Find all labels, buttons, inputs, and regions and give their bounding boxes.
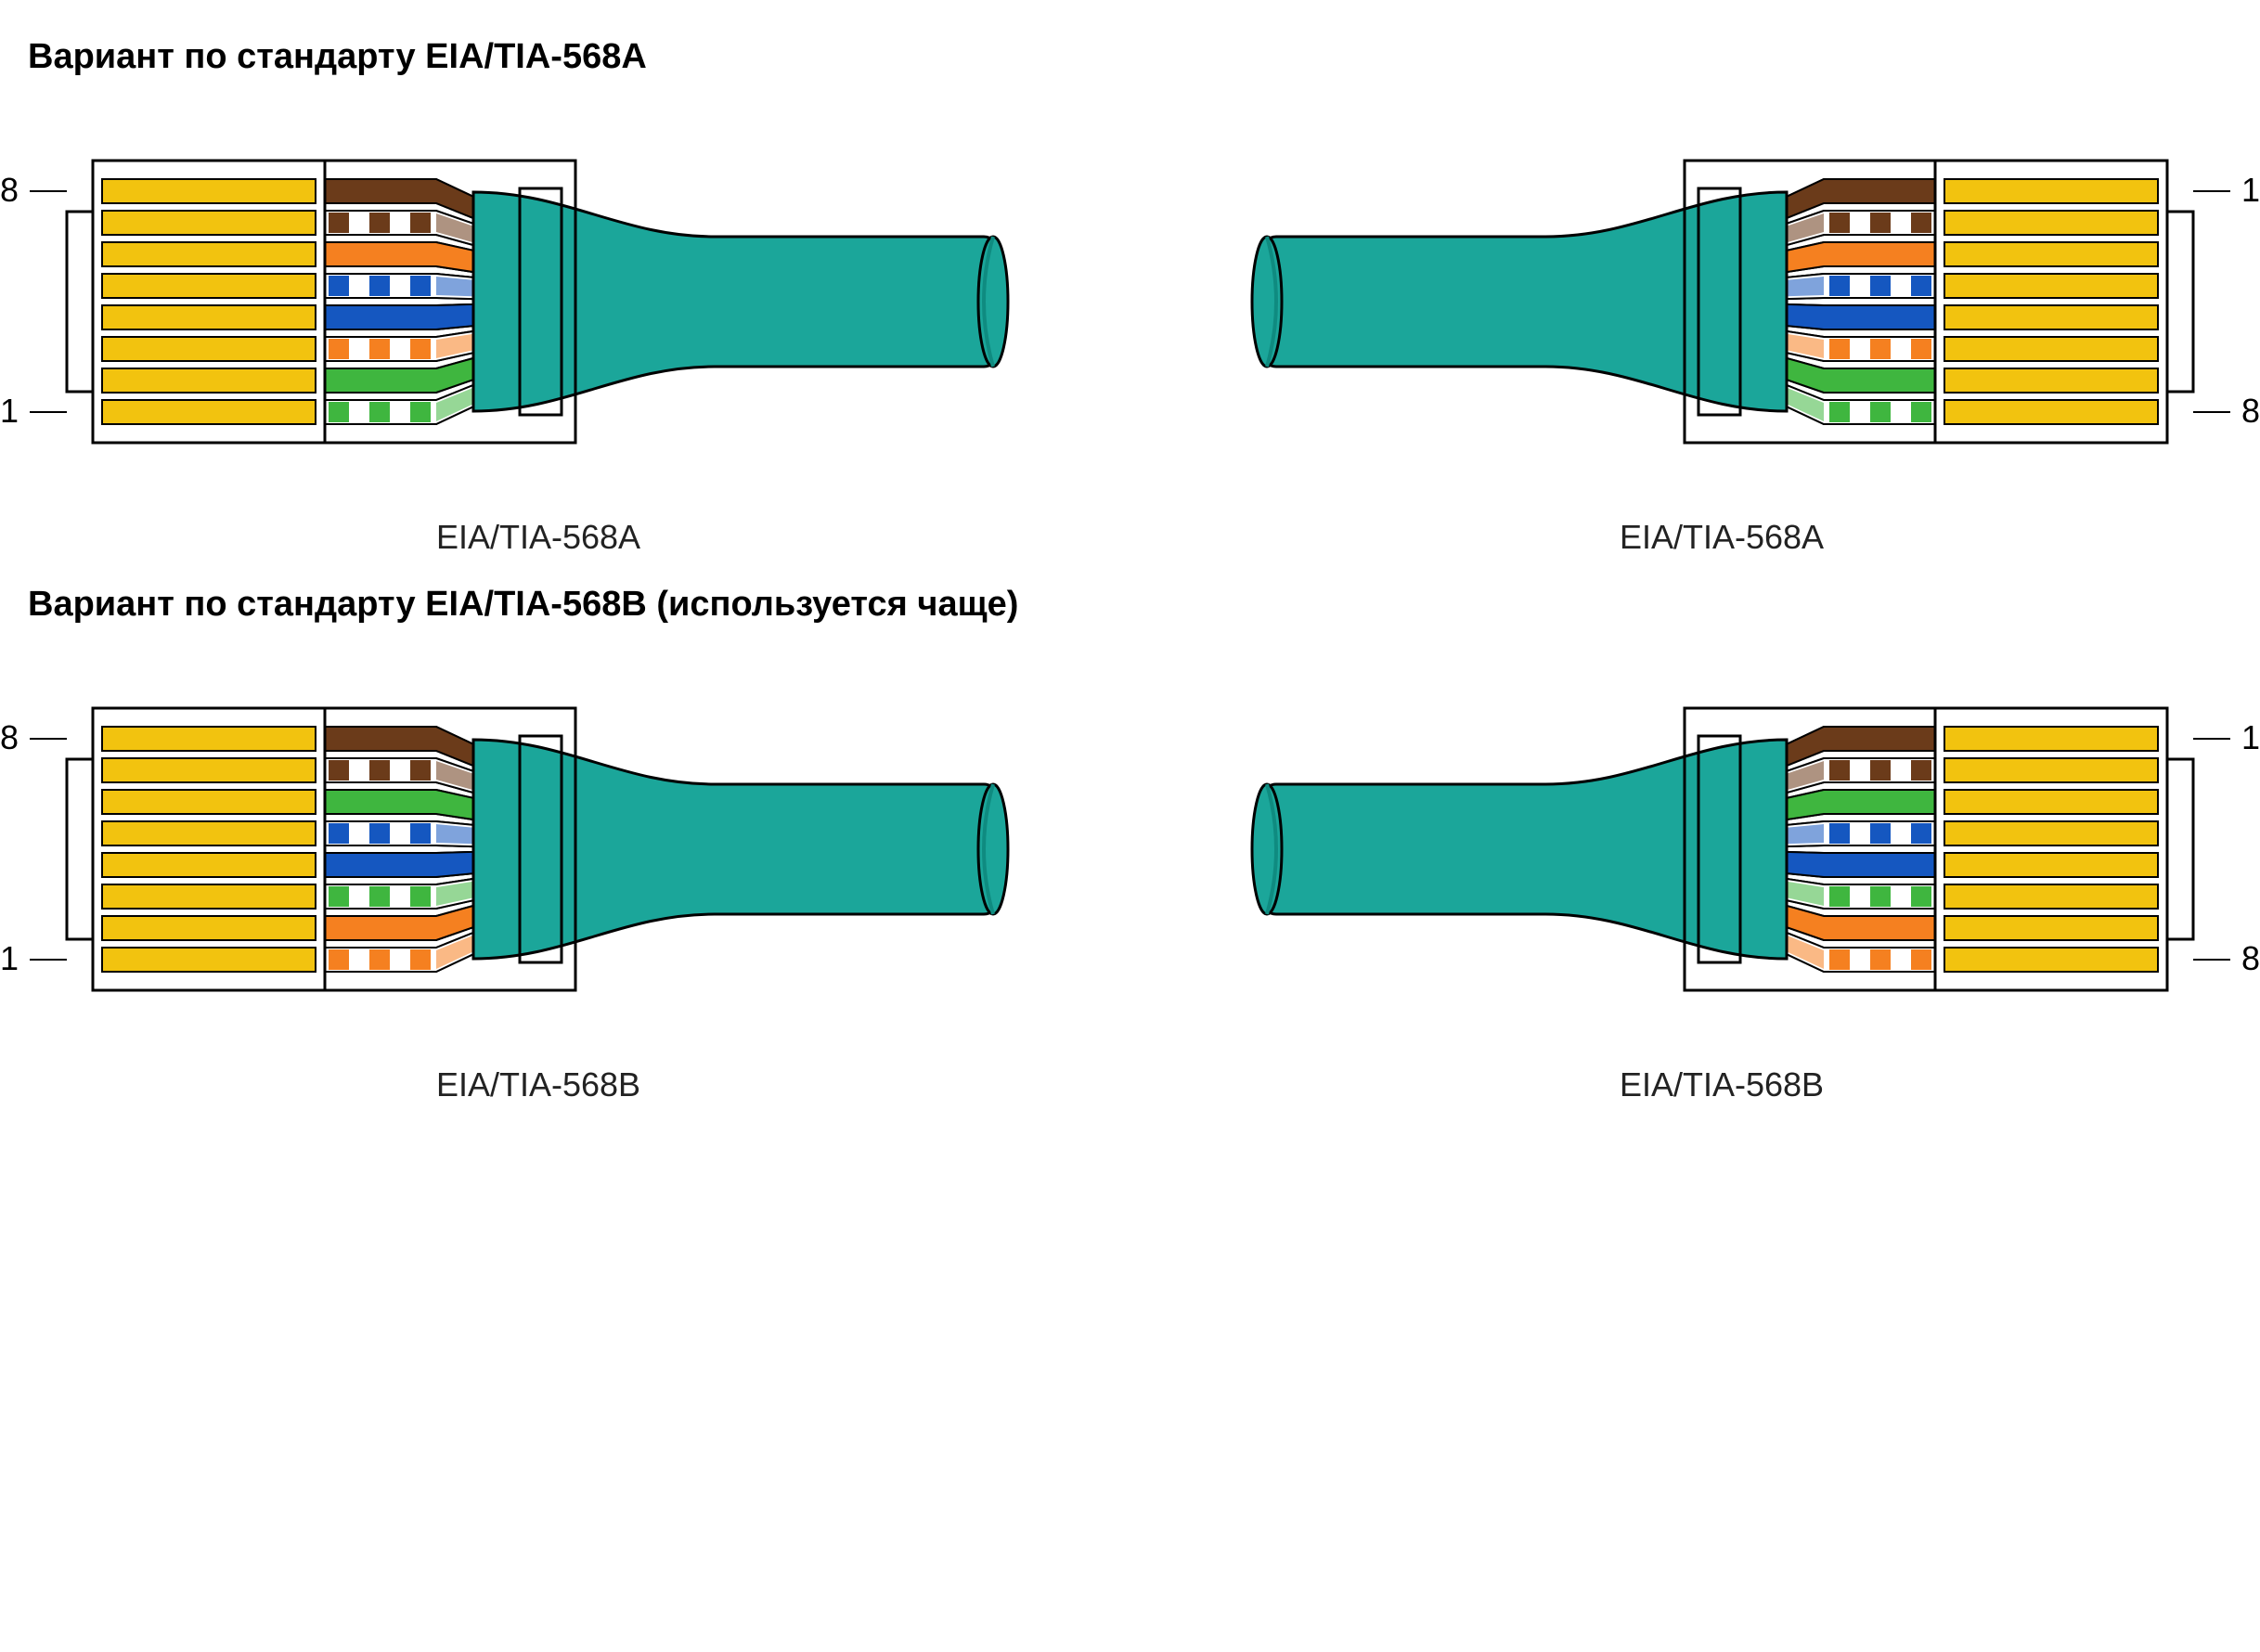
connector-caption: EIA/TIA-568B xyxy=(1620,1065,1824,1104)
connector-caption: EIA/TIA-568A xyxy=(436,518,640,557)
rj45-connector: 18 xyxy=(1248,680,2195,1033)
connector-row: 81 EIA/TIA-568A 18 EIA/TIA-568A xyxy=(28,133,2232,557)
rj45-connector: 81 xyxy=(65,680,1012,1033)
pin-lead-line xyxy=(2193,959,2230,961)
pin-number-label: 1 xyxy=(0,939,19,978)
pin-lead-line xyxy=(2193,411,2230,413)
connector-group: 18 EIA/TIA-568A xyxy=(1248,133,2195,557)
pin-number-label: 1 xyxy=(0,392,19,431)
pin-lead-line xyxy=(30,959,67,961)
connector-group: 81 EIA/TIA-568A xyxy=(65,133,1012,557)
pin-lead-line xyxy=(2193,190,2230,192)
section-title: Вариант по стандарту EIA/TIA-568A xyxy=(28,37,2232,77)
pin-lead-line xyxy=(30,411,67,413)
pin-lead-line xyxy=(30,738,67,740)
rj45-connector: 81 xyxy=(65,133,1012,485)
section-title: Вариант по стандарту EIA/TIA-568B (испол… xyxy=(28,585,2232,625)
rj45-connector: 18 xyxy=(1248,133,2195,485)
connector-group: 81 EIA/TIA-568B xyxy=(65,680,1012,1104)
pin-number-label: 8 xyxy=(2241,392,2260,431)
pin-lead-line xyxy=(30,190,67,192)
pin-number-label: 8 xyxy=(0,171,19,210)
pin-number-label: 1 xyxy=(2241,718,2260,757)
connector-row: 81 EIA/TIA-568B 18 EIA/TIA-568B xyxy=(28,680,2232,1104)
pin-number-label: 8 xyxy=(0,718,19,757)
pin-number-label: 8 xyxy=(2241,939,2260,978)
pin-number-label: 1 xyxy=(2241,171,2260,210)
pin-lead-line xyxy=(2193,738,2230,740)
connector-group: 18 EIA/TIA-568B xyxy=(1248,680,2195,1104)
connector-caption: EIA/TIA-568A xyxy=(1620,518,1824,557)
connector-caption: EIA/TIA-568B xyxy=(436,1065,640,1104)
